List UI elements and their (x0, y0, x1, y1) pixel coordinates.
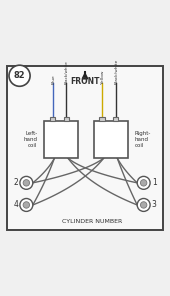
Text: 3: 3 (152, 200, 157, 210)
Circle shape (23, 180, 30, 186)
Circle shape (137, 176, 150, 189)
Text: FRONT: FRONT (70, 77, 100, 86)
Text: Left-
hand
coil: Left- hand coil (23, 131, 37, 148)
Circle shape (140, 180, 147, 186)
Bar (94, 121, 128, 158)
Circle shape (23, 202, 30, 208)
Text: Blue: Blue (51, 75, 55, 84)
Bar (113, 117, 118, 121)
Circle shape (140, 202, 147, 208)
Circle shape (137, 199, 150, 211)
Text: 4: 4 (13, 200, 18, 210)
Circle shape (20, 176, 33, 189)
Text: Black/white: Black/white (65, 60, 69, 84)
Text: 1: 1 (152, 178, 157, 187)
Bar (50, 117, 55, 121)
Circle shape (20, 199, 33, 211)
Text: Yellow: Yellow (101, 71, 105, 84)
Bar (64, 117, 69, 121)
Circle shape (9, 65, 30, 86)
Bar (44, 121, 78, 158)
Text: Black/white: Black/white (114, 59, 118, 84)
Text: 2: 2 (13, 178, 18, 187)
Text: 82: 82 (14, 71, 25, 80)
Text: CYLINDER NUMBER: CYLINDER NUMBER (62, 219, 122, 224)
Text: Right-
hand
coil: Right- hand coil (134, 131, 151, 148)
Bar (99, 117, 105, 121)
